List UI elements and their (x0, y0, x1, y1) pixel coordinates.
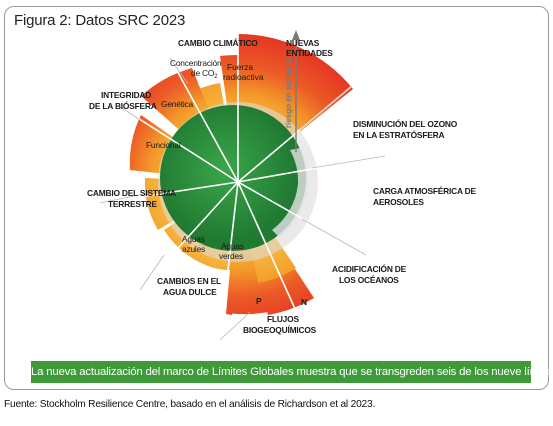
sector-guides (99, 57, 386, 341)
risk-arrow-head (292, 30, 300, 40)
label-aerosoles-2: AEROSOLES (373, 197, 424, 207)
label-aerosoles-1: CARGA ATMOSFÉRICA DE (373, 185, 476, 196)
label-sistema-2: TERRESTRE (108, 199, 158, 209)
label-sistema-1: CAMBIO DEL SISTEMA (87, 188, 176, 198)
sublabel-fuerza-2: radioactiva (223, 72, 264, 82)
label-ozono-2: EN LA ESTRATÓSFERA (353, 129, 444, 140)
sublabel-fuerza-1: Fuerza (227, 62, 253, 72)
sublabel-p: P (256, 296, 262, 306)
sublabel-funcional: Funcional (146, 140, 181, 150)
sublabel-aguas-azules-1: Aguas (182, 234, 205, 244)
sublabel-genetica: Genética (161, 99, 193, 109)
label-agua-2: AGUA DULCE (163, 287, 217, 297)
label-flujos-2: BIOGEOQUÍMICOS (243, 324, 317, 335)
sublabel-co2-2: de CO2 (191, 68, 218, 80)
label-cambio-climatico: CAMBIO CLIMÁTICO (178, 37, 258, 48)
summary-banner: La nueva actualización del marco de Lími… (31, 361, 553, 383)
label-acidificacion-2: LOS OCÉANOS (339, 274, 399, 285)
figure-title: Figura 2: Datos SRC 2023 (14, 12, 186, 29)
sublabel-aguas-verdes-1: Aguas (221, 241, 244, 251)
risk-arrow-label: riesgo en aumento (284, 57, 293, 128)
label-acidificacion-1: ACIDIFICACIÓN DE (332, 263, 407, 274)
label-biosfera-2: DE LA BIÓSFERA (89, 100, 157, 111)
label-agua-1: CAMBIOS EN EL (157, 276, 221, 286)
label-flujos-1: FLUJOS (267, 314, 299, 324)
label-biosfera-1: INTEGRIDAD (101, 90, 151, 100)
sublabel-n: N (301, 297, 307, 307)
label-nuevas-entidades-1: NUEVAS (286, 38, 320, 48)
label-ozono-1: DISMINUCIÓN DEL OZONO (353, 118, 458, 129)
sublabel-aguas-verdes-2: verdes (219, 251, 243, 261)
source-caption: Fuente: Stockholm Resilience Centre, bas… (4, 399, 376, 410)
sublabel-aguas-azules-2: azules (182, 244, 205, 254)
sublabel-co2-1: Concentración (170, 58, 222, 68)
label-nuevas-entidades-2: ENTIDADES (286, 48, 333, 58)
